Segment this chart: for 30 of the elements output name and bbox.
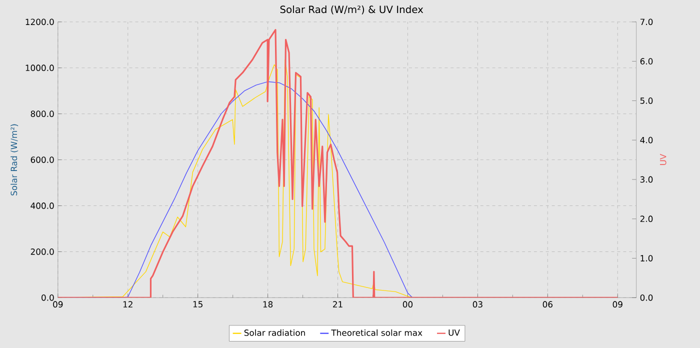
x-tick-label: 09 [53, 300, 63, 308]
y-tick-label: 400.0 [30, 202, 54, 209]
x-tick-label: 18 [263, 300, 273, 308]
x-tick-label: 12 [123, 300, 132, 308]
y2-tick-label: 1.0 [640, 254, 653, 262]
chart-title: Solar Rad (W/m²) & UV Index [280, 5, 424, 14]
x-tick-label: 00 [402, 300, 413, 308]
y-axis-title: Solar Rad (W/m²) [10, 124, 18, 196]
x-tick-label: 09 [612, 300, 622, 308]
y2-tick-label: 7.0 [640, 18, 653, 25]
x-tick-label: 21 [333, 300, 342, 308]
y2-tick-label: 6.0 [640, 58, 653, 64]
y2-tick-label: 5.0 [640, 97, 653, 104]
legend-label: UV [448, 329, 460, 336]
x-tick-label: 03 [472, 300, 482, 308]
legend-label: Solar radiation [244, 329, 305, 336]
y2-tick-label: 4.0 [640, 136, 653, 144]
y-tick-label: 0.0 [42, 294, 54, 301]
legend-label: Theoretical solar max [331, 329, 422, 336]
y-tick-label: 1200.0 [26, 18, 54, 25]
y2-tick-label: 2.0 [640, 215, 653, 222]
y2-tick-label: 3.0 [640, 176, 653, 182]
y2-axis-title: UV [660, 154, 666, 165]
x-tick-label: 06 [542, 300, 553, 308]
x-tick-label: 15 [193, 300, 202, 308]
y-tick-label: 800.0 [30, 110, 54, 117]
y-tick-label: 1000.0 [26, 64, 54, 71]
y-tick-label: 200.0 [30, 248, 54, 255]
y2-tick-label: 0.0 [640, 294, 653, 301]
y-tick-label: 600.0 [30, 156, 54, 163]
